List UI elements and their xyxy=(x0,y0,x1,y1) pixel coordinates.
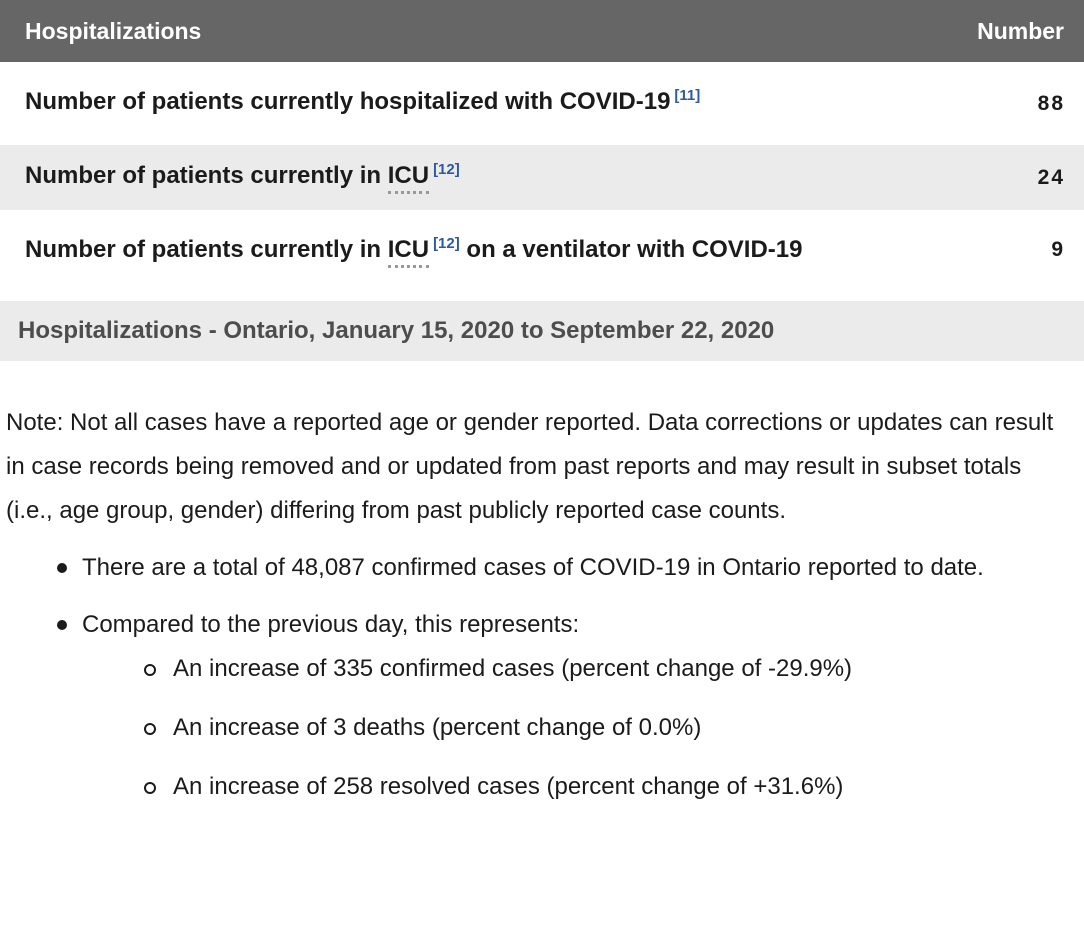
circle-bullet-icon xyxy=(144,664,156,676)
sub-list-item: An increase of 3 deaths (percent change … xyxy=(82,706,1076,750)
footnote-ref-12-link[interactable]: [12] xyxy=(433,161,460,178)
list-item: There are a total of 48,087 confirmed ca… xyxy=(0,546,1084,590)
row-label-text: Number of patients currently hospitalize… xyxy=(25,88,671,115)
sub-list-item-text: An increase of 3 deaths (percent change … xyxy=(173,714,702,741)
footnote-ref-12-link[interactable]: [12] xyxy=(433,235,460,252)
table-row-icu-ventilator: Number of patients currently in ICU [12] … xyxy=(0,210,1084,293)
circle-bullet-icon xyxy=(144,782,156,794)
table-header-title: Hospitalizations xyxy=(25,17,202,44)
sub-list-item-text: An increase of 335 confirmed cases (perc… xyxy=(173,655,853,682)
bullet-icon xyxy=(57,620,67,630)
footnote-ref-11-link[interactable]: [11] xyxy=(674,87,701,104)
table-row-icu: Number of patients currently in ICU [12] … xyxy=(0,145,1084,210)
note-paragraph: Note: Not all cases have a reported age … xyxy=(6,409,1054,524)
row-label-text: Number of patients currently in xyxy=(25,236,388,263)
summary-list: There are a total of 48,087 confirmed ca… xyxy=(0,546,1084,809)
row-value: 9 xyxy=(1051,238,1065,261)
list-item-text: Compared to the previous day, this repre… xyxy=(82,611,580,638)
bullet-icon xyxy=(57,563,67,573)
sub-list-item-text: An increase of 258 resolved cases (perce… xyxy=(173,773,844,800)
sub-list-item: An increase of 335 confirmed cases (perc… xyxy=(82,647,1076,691)
table-header-row: Hospitalizations Number xyxy=(0,0,1084,62)
icu-abbr[interactable]: ICU xyxy=(387,236,430,268)
row-value: 88 xyxy=(1037,91,1065,115)
row-label-text-after: on a ventilator with COVID-19 xyxy=(459,236,803,263)
list-item: Compared to the previous day, this repre… xyxy=(0,603,1084,809)
row-label: Number of patients currently in ICU [12] … xyxy=(25,229,802,274)
list-item-text: There are a total of 48,087 confirmed ca… xyxy=(82,554,984,581)
row-label: Number of patients currently hospitalize… xyxy=(25,81,700,126)
circle-bullet-icon xyxy=(144,723,156,735)
row-label: Number of patients currently in ICU [12] xyxy=(25,155,460,200)
sub-list: An increase of 335 confirmed cases (perc… xyxy=(82,647,1076,809)
row-value: 24 xyxy=(1037,165,1065,189)
table-row-hospitalized: Number of patients currently hospitalize… xyxy=(0,62,1084,145)
table-header-number-label: Number xyxy=(977,17,1064,44)
row-label-text: Number of patients currently in xyxy=(25,162,388,189)
sub-list-item: An increase of 258 resolved cases (perce… xyxy=(82,765,1076,809)
table-caption: Hospitalizations - Ontario, January 15, … xyxy=(0,301,1084,361)
icu-abbr[interactable]: ICU xyxy=(387,162,430,194)
